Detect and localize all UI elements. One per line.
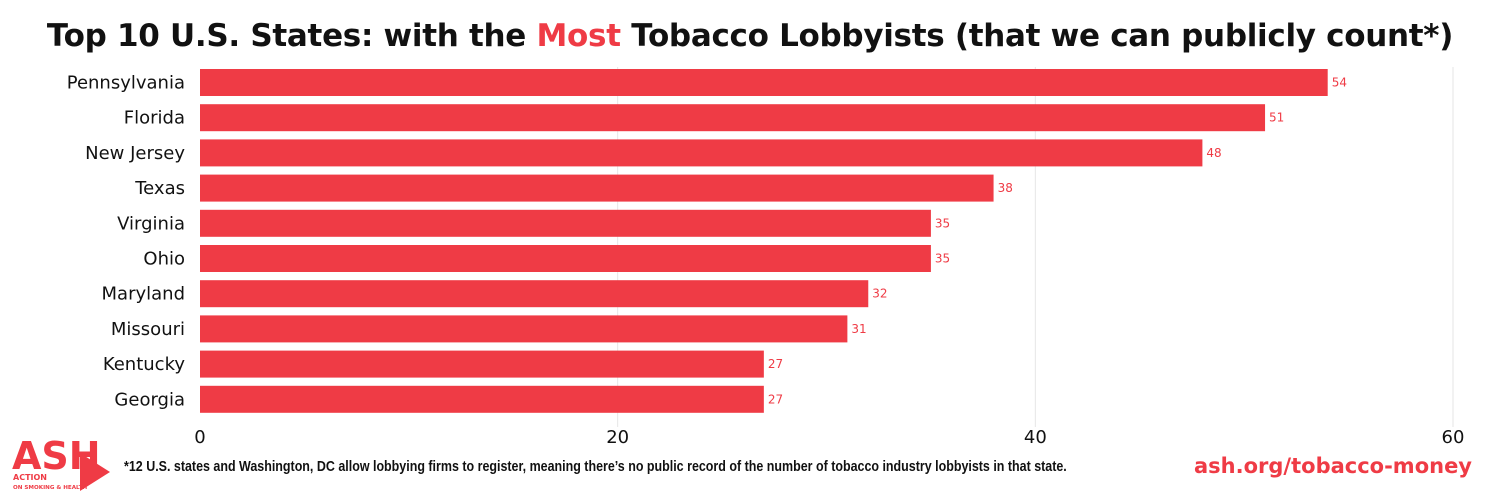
bar	[200, 350, 764, 378]
footnote: *12 U.S. states and Washington, DC allow…	[124, 459, 1067, 475]
x-tick-label: 40	[1024, 427, 1047, 448]
category-label: Virginia	[117, 213, 185, 234]
title-highlight: Most	[536, 18, 622, 54]
category-label: Missouri	[111, 319, 185, 340]
bar	[200, 245, 931, 272]
x-tick-label: 0	[194, 427, 205, 448]
bar	[200, 69, 1328, 96]
ash-logo: ASH ACTION ON SMOKING & HEALTH	[12, 434, 110, 491]
category-label: Georgia	[114, 389, 185, 410]
bar	[200, 174, 994, 202]
x-tick-label: 60	[1442, 427, 1465, 448]
data-label: 54	[1332, 76, 1347, 90]
category-label: Florida	[124, 108, 185, 129]
logo-arrow-shape	[80, 453, 110, 491]
data-label: 27	[768, 392, 783, 406]
bar	[200, 209, 931, 237]
bar	[200, 315, 848, 343]
bar	[200, 139, 1203, 167]
data-label: 51	[1269, 111, 1284, 125]
bar-chart: 0 20 40 60 Pennsylvania 54 Florida 51 New Jersey…	[67, 67, 1465, 448]
source-url[interactable]: ash.org/tobacco-money	[1194, 454, 1472, 478]
logo-tagline-2: ON SMOKING & HEALTH	[13, 485, 87, 491]
bar	[200, 104, 1266, 132]
data-label: 32	[872, 287, 887, 301]
category-label: Kentucky	[103, 354, 186, 375]
bar	[200, 280, 869, 308]
category-label: Ohio	[143, 249, 185, 270]
category-label: Texas	[134, 178, 185, 199]
category-label: Pennsylvania	[67, 73, 185, 94]
chart-title: Top 10 U.S. States: with the Most Tobacc…	[0, 18, 1500, 54]
category-label: New Jersey	[85, 143, 185, 164]
data-label: 38	[998, 181, 1013, 195]
category-label: Maryland	[102, 284, 185, 305]
data-label: 48	[1206, 146, 1221, 160]
data-label: 35	[935, 216, 950, 230]
title-suffix: Tobacco Lobbyists (that we can publicly …	[620, 18, 1454, 54]
bar	[200, 385, 764, 413]
title-prefix: Top 10 U.S. States: with the	[46, 18, 537, 54]
logo-tagline-1: ACTION	[13, 473, 47, 482]
data-label: 35	[935, 252, 950, 266]
x-tick-label: 20	[606, 427, 629, 448]
data-label: 27	[768, 357, 783, 371]
data-label: 31	[851, 322, 866, 336]
